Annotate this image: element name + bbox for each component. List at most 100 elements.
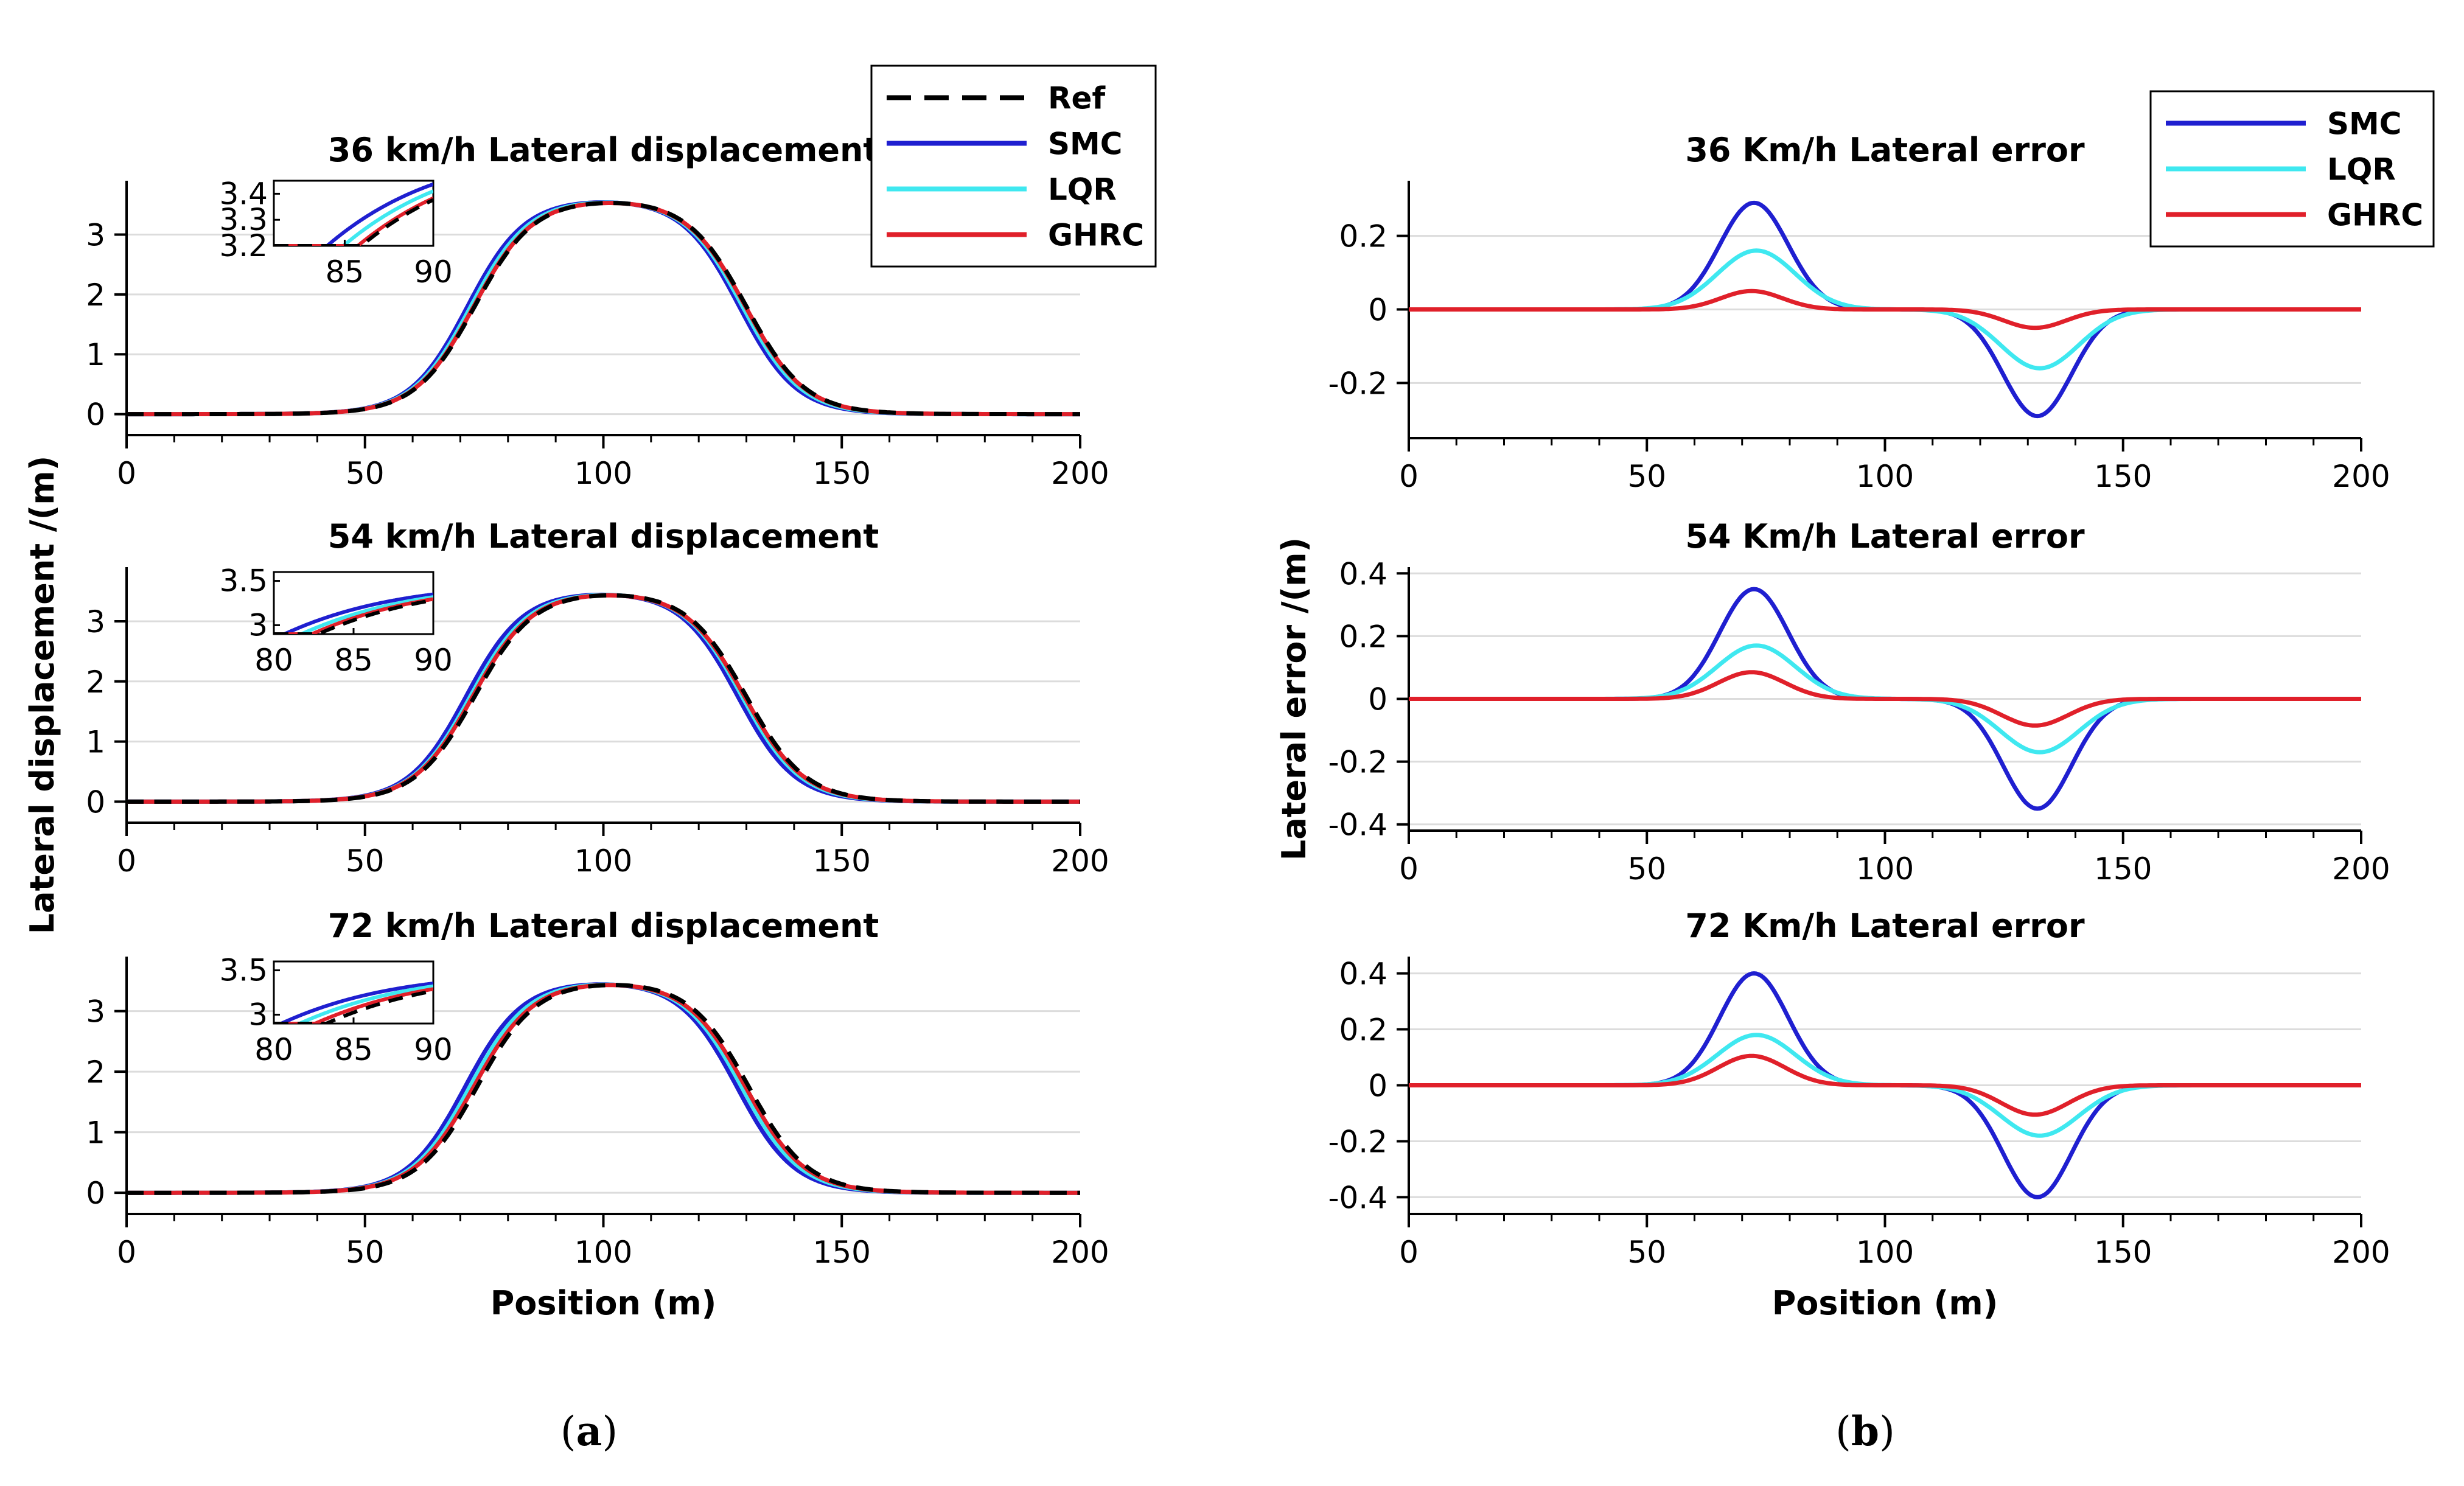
a2-xtick-label-3: 150 — [813, 843, 871, 879]
a2-xtick-label-1: 50 — [346, 843, 385, 879]
a1-legend-label-ref: Ref — [1048, 81, 1106, 116]
chart-a3: 0 50 100 150 200 0 1 2 3 72 km/h Lateral displace… — [86, 907, 1109, 1322]
b1-ytick-label-0: -0.2 — [1328, 366, 1387, 401]
a1-inset-series-lqr — [274, 189, 433, 246]
a2-inset-xtick-label-0: 80 — [254, 643, 293, 678]
a2-series-lqr — [127, 593, 1080, 804]
a2-xtick-label-2: 100 — [574, 843, 632, 879]
a3-series-ghrc — [127, 983, 1080, 1195]
caption-a: (a) — [560, 1408, 618, 1455]
a1-ytick-label-0: 0 — [86, 397, 105, 433]
a1-xtick-label-3: 150 — [813, 456, 871, 491]
a2-inset-series-lqr — [274, 595, 433, 634]
b2-series-ghrc — [1409, 670, 2361, 728]
a2-inset-xtick-label-1: 85 — [334, 643, 373, 678]
b1-legend-label-ghrc: GHRC — [2327, 198, 2423, 233]
a2-inset-xtick-label-2: 90 — [414, 643, 453, 678]
b3-xtick-label-4: 200 — [2332, 1235, 2390, 1270]
a1-xtick-label-1: 50 — [346, 456, 385, 491]
a1-legend-label-lqr: LQR — [1048, 172, 1117, 208]
a3-xtick-label-4: 200 — [1051, 1235, 1109, 1270]
a3-ytick-label-3: 3 — [86, 994, 105, 1030]
b3-ytick-label-2: 0 — [1368, 1069, 1387, 1104]
b3-ytick-label-0: -0.4 — [1328, 1180, 1387, 1215]
a2-series-smc — [127, 592, 1080, 804]
b2-xtick-label-2: 100 — [1856, 851, 1914, 887]
a1-ytick-label-1: 1 — [86, 337, 105, 372]
a1-inset-series-ref — [274, 198, 433, 246]
b2-xtick-label-0: 0 — [1399, 851, 1419, 887]
a1-legend-label-smc: SMC — [1048, 127, 1122, 162]
a1-inset-series-smc — [274, 182, 433, 246]
a3-inset-xtick-label-1: 85 — [334, 1032, 373, 1067]
a3-series-lqr — [127, 982, 1080, 1195]
a3-inset-series-ghrc — [274, 987, 433, 1024]
b2-xtick-label-3: 150 — [2094, 851, 2152, 887]
b1-ytick-label-2: 0.2 — [1339, 219, 1387, 254]
b2-ytick-label-4: 0.4 — [1339, 556, 1387, 591]
a1-xtick-label-2: 100 — [574, 456, 632, 491]
a2-inset-plot — [274, 592, 433, 634]
b2-ytick-label-2: 0 — [1368, 682, 1387, 717]
b1-legend-label-lqr: LQR — [2327, 152, 2396, 187]
caption-b: (b) — [1835, 1408, 1895, 1455]
b3-ytick-label-3: 0.2 — [1339, 1013, 1387, 1048]
a2-ylabel: Lateral displacement /(m) — [23, 456, 61, 935]
a1-inset-xtick-label-0: 85 — [326, 254, 365, 290]
a2-inset-ytick-label-1: 3.5 — [219, 563, 268, 599]
a3-xtick-label-0: 0 — [117, 1235, 136, 1270]
chart-a2: 0 50 100 150 200 0 1 2 3 54 km/h Lateral displace… — [23, 456, 1109, 935]
a2-xtick-label-0: 0 — [117, 843, 136, 879]
b3-xtick-label-3: 150 — [2094, 1235, 2152, 1270]
a1-inset-plot — [274, 182, 433, 246]
b1-xtick-label-0: 0 — [1399, 459, 1419, 494]
a2-ytick-label-2: 2 — [86, 665, 105, 700]
a3-series-ref — [127, 983, 1080, 1195]
a1-inset-ytick-label-2: 3.4 — [219, 176, 268, 211]
a3-inset-xtick-label-2: 90 — [414, 1032, 453, 1067]
a3-xlabel: Position (m) — [490, 1284, 717, 1322]
b3-xtick-label-0: 0 — [1399, 1235, 1419, 1270]
b1-xtick-label-2: 100 — [1856, 459, 1914, 494]
a3-ytick-label-0: 0 — [86, 1176, 105, 1211]
a2-ytick-label-1: 1 — [86, 725, 105, 760]
b2-ytick-label-0: -0.4 — [1328, 808, 1387, 843]
a2-ytick-label-3: 3 — [86, 604, 105, 640]
b3-xtick-label-1: 50 — [1627, 1235, 1666, 1270]
a3-inset-ytick-label-1: 3.5 — [219, 953, 268, 988]
b2-xtick-label-4: 200 — [2332, 851, 2390, 887]
b2-ylabel: Lateral error /(m) — [1275, 537, 1313, 860]
a1-xtick-label-4: 200 — [1051, 456, 1109, 491]
b3-xtick-label-2: 100 — [1856, 1235, 1914, 1270]
b2-xtick-label-1: 50 — [1627, 851, 1666, 887]
a1-xtick-label-0: 0 — [117, 456, 136, 491]
a1-inset-ytick-label-0: 3.2 — [219, 228, 268, 263]
a2-series-ghrc — [127, 593, 1080, 804]
a3-inset-ytick-label-0: 3 — [248, 997, 268, 1032]
a3-inset-series-ref — [274, 989, 433, 1024]
a1-ytick-label-3: 3 — [86, 218, 105, 253]
chart-b2: 0 50 100 150 200 -0.4 -0.2 0 0.2 0.4 54 Km/h Later… — [1275, 517, 2390, 887]
a3-title: 72 km/h Lateral displacement — [328, 907, 879, 945]
b3-title: 72 Km/h Lateral error — [1685, 907, 2085, 945]
a3-xtick-label-1: 50 — [346, 1235, 385, 1270]
a3-inset-plot — [274, 982, 433, 1024]
a2-ytick-label-0: 0 — [86, 784, 105, 820]
a2-inset-series-ghrc — [274, 597, 433, 634]
a2-inset-series-smc — [274, 592, 433, 634]
b1-xtick-label-4: 200 — [2332, 459, 2390, 494]
a2-xtick-label-4: 200 — [1051, 843, 1109, 879]
a3-series-smc — [127, 982, 1080, 1195]
a1-title: 36 km/h Lateral displacement — [328, 131, 879, 169]
a1-inset-xtick-label-1: 90 — [414, 254, 453, 290]
a1-inset-ytick-label-1: 3.3 — [219, 202, 268, 237]
b3-ytick-label-4: 0.4 — [1339, 957, 1387, 992]
b2-ytick-label-3: 0.2 — [1339, 619, 1387, 654]
b1-title: 36 Km/h Lateral error — [1685, 131, 2085, 169]
chart-b3: 0 50 100 150 200 -0.4 -0.2 0 0.2 0.4 72 Km/h Later… — [1328, 907, 2390, 1322]
b1-xtick-label-1: 50 — [1627, 459, 1666, 494]
b3-series-ghrc — [1409, 1053, 2361, 1117]
a2-title: 54 km/h Lateral displacement — [328, 517, 879, 556]
a2-inset-series-ref — [274, 598, 433, 634]
